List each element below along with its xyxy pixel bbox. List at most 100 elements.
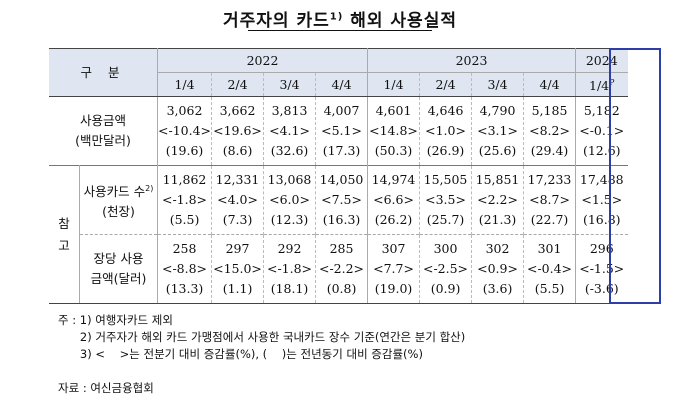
qoq: <-2.2> <box>318 261 365 277</box>
table-row: 사용금액 (백만달러) 3,062 <-10.4> (19.6) 3,662 <19.… <box>49 96 628 166</box>
row-label-unit: (백만달러) <box>75 133 131 149</box>
qoq: <14.8> <box>369 123 418 139</box>
footnote-2: 2) 거주자가 해외 카드 가맹점에서 사용한 국내카드 장수 기준(연간은 분… <box>58 330 466 344</box>
value: 4,646 <box>427 103 464 119</box>
qoq: <-2.5> <box>422 261 469 277</box>
quarter-2024-cell: 1/4P <box>575 72 628 98</box>
page-title: 거주자의 카드1) 해외 사용실적 <box>0 6 680 31</box>
yoy: (8.6) <box>222 143 253 159</box>
table-row: 참고 사용카드 수2) (천장) 11,862 <-1.8> (5.5) 12,33… <box>49 165 628 305</box>
title-rest: 해외 사용실적 <box>350 11 457 31</box>
yoy: (-3.6) <box>584 281 619 297</box>
qoq: <-8.8> <box>161 261 208 277</box>
yoy: (0.8) <box>326 281 357 297</box>
value: 4,790 <box>479 103 516 119</box>
quarter-cell: 2/4 <box>211 72 264 98</box>
row-label-usage-amount: 사용금액 (백만달러) <box>49 97 158 166</box>
qoq: <-1.8> <box>266 261 313 277</box>
qoq: <15.0> <box>213 261 262 277</box>
yoy: (18.1) <box>270 281 309 297</box>
footnote-3: 3) < >는 전분기 대비 증감률(%), ( )는 전년동기 대비 증감률(… <box>58 347 423 361</box>
yoy: (29.4) <box>530 143 569 159</box>
data-cell: 15,851 <2.2> (21.3) <box>471 165 524 235</box>
value: 17,488 <box>579 172 624 188</box>
qoq: <0.9> <box>477 261 518 277</box>
qoq: <3.1> <box>477 123 518 139</box>
value: 292 <box>277 241 302 257</box>
value: 300 <box>433 241 458 257</box>
data-cell: 258 <-8.8> (13.3) <box>156 234 212 305</box>
value: 5,182 <box>583 103 620 119</box>
value: 4,601 <box>375 103 412 119</box>
data-cell: 3,062 <-10.4> (19.6) <box>156 96 212 166</box>
title-underline <box>248 30 432 31</box>
value: 14,050 <box>319 172 364 188</box>
data-cell: 4,601 <14.8> (50.3) <box>367 96 420 166</box>
qoq: <4.0> <box>217 192 258 208</box>
year-2024: 2024 <box>575 48 628 73</box>
row-label-per-card: 장당 사용 금액(달러) <box>79 234 158 305</box>
value: 4,007 <box>323 103 360 119</box>
qoq: <-0.4> <box>526 261 573 277</box>
value: 11,862 <box>162 172 207 188</box>
yoy: (26.9) <box>426 143 465 159</box>
qoq: <1.5> <box>581 192 623 208</box>
quarter-header-row: 1/4 2/4 3/4 4/4 1/4 2/4 3/4 4/4 1/4P <box>49 72 628 98</box>
yoy: (5.5) <box>169 212 200 228</box>
data-cell: 5,182 <-0.1> (12.6) <box>575 96 628 166</box>
data-cell: 307 <7.7> (19.0) <box>367 234 420 305</box>
qoq: <19.6> <box>213 123 262 139</box>
value: 13,068 <box>267 172 312 188</box>
quarter-cell: 3/4 <box>471 72 524 98</box>
yoy: (5.5) <box>534 281 565 297</box>
quarter-cell: 4/4 <box>315 72 368 98</box>
value: 258 <box>172 241 197 257</box>
data-cell: 17,233 <8.7> (22.7) <box>523 165 576 235</box>
data-cell: 3,662 <19.6> (8.6) <box>211 96 264 166</box>
value: 297 <box>225 241 250 257</box>
value: 3,662 <box>219 103 256 119</box>
data-cell: 5,185 <8.2> (29.4) <box>523 96 576 166</box>
value: 14,974 <box>371 172 416 188</box>
data-cell: 15,505 <3.5> (25.7) <box>419 165 472 235</box>
quarter-cell: 3/4 <box>263 72 316 98</box>
yoy: (7.3) <box>222 212 253 228</box>
data-cell: 11,862 <-1.8> (5.5) <box>156 165 212 235</box>
yoy: (13.3) <box>165 281 204 297</box>
yoy: (32.6) <box>270 143 309 159</box>
qoq: <2.2> <box>477 192 518 208</box>
yoy: (22.7) <box>530 212 569 228</box>
value: 5,185 <box>531 103 568 119</box>
table-row: 장당 사용 금액(달러) 258 <-8.8> (13.3) 297 <15.0> (1… <box>49 234 628 305</box>
yoy: (19.0) <box>374 281 413 297</box>
value: 12,331 <box>215 172 260 188</box>
qoq: <-10.4> <box>158 123 212 139</box>
data-cell: 285 <-2.2> (0.8) <box>315 234 368 305</box>
quarter-cell: 1/4 <box>367 72 420 98</box>
yoy: (0.9) <box>430 281 461 297</box>
row-label-main: 장당 사용 <box>93 251 144 267</box>
data-cell: 14,050 <7.5> (16.3) <box>315 165 368 235</box>
preliminary-marker: P <box>609 78 615 87</box>
row-label-cards: 사용카드 수2) (천장) <box>79 165 158 235</box>
data-cell: 297 <15.0> (1.1) <box>211 234 264 305</box>
data-cell: 300 <-2.5> (0.9) <box>419 234 472 305</box>
data-cell: 296 <-1.5> (-3.6) <box>575 234 628 305</box>
data-cell: 301 <-0.4> (5.5) <box>523 234 576 305</box>
value: 302 <box>485 241 510 257</box>
yoy: (17.3) <box>322 143 361 159</box>
qoq: <-1.8> <box>161 192 208 208</box>
quarter-cell: 2/4 <box>419 72 472 98</box>
data-cell: 292 <-1.8> (18.1) <box>263 234 316 305</box>
row-label-main: 사용카드 수2) <box>80 179 157 202</box>
yoy: (19.6) <box>165 143 204 159</box>
qoq: <5.1> <box>321 123 362 139</box>
data-cell: 14,974 <6.6> (26.2) <box>367 165 420 235</box>
yoy: (26.2) <box>374 212 413 228</box>
quarter-2024-label: 1/4 <box>589 78 610 94</box>
footnotes: 주 : 1) 여행자카드 제외 2) 거주자가 해외 카드 가맹점에서 사용한 … <box>58 312 465 363</box>
value: 285 <box>329 241 354 257</box>
qoq: <8.2> <box>529 123 570 139</box>
quarter-cell: 4/4 <box>523 72 576 98</box>
yoy: (1.1) <box>222 281 253 297</box>
